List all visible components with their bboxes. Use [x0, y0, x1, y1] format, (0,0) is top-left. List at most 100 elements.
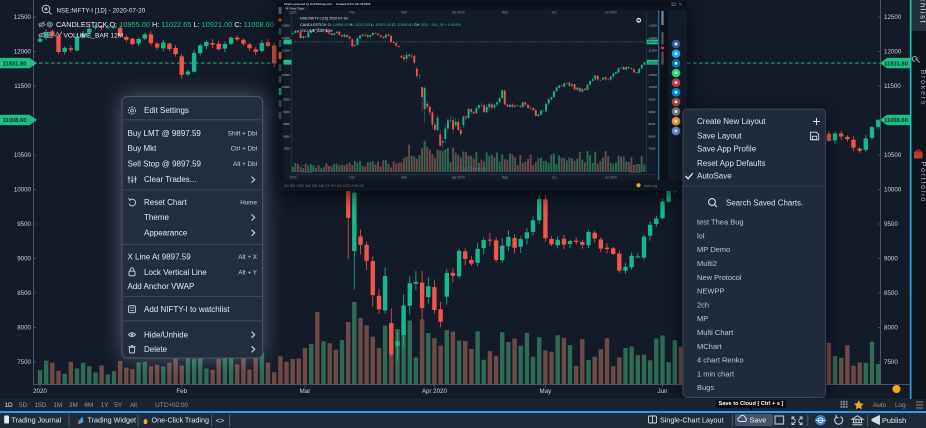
svg-text:Feb: Feb [350, 176, 356, 180]
svg-text:5Y: 5Y [114, 402, 123, 409]
svg-text:UTC+02:00: UTC+02:00 [155, 402, 188, 409]
svg-text:Buy Mkt: Buy Mkt [128, 144, 158, 153]
svg-text:11500: 11500 [649, 48, 658, 52]
svg-text:MChart: MChart [697, 342, 723, 351]
svg-text:Reset App Defaults: Reset App Defaults [697, 159, 765, 168]
svg-text:Hide/Unhide: Hide/Unhide [144, 330, 189, 339]
svg-text:Mar: Mar [401, 11, 407, 15]
svg-text:Delete: Delete [144, 345, 168, 354]
svg-text:Jul 2020: Jul 2020 [605, 11, 617, 15]
svg-text:Save: Save [750, 416, 767, 425]
svg-text:Bugs: Bugs [697, 383, 714, 392]
svg-text:Reset Chart: Reset Chart [144, 198, 187, 207]
svg-text:Shift + Dbl: Shift + Dbl [228, 130, 257, 137]
svg-text:8000: 8000 [283, 134, 290, 138]
svg-text:<>: <> [216, 416, 225, 425]
svg-text:10500: 10500 [281, 73, 290, 77]
svg-text:12000: 12000 [649, 36, 658, 40]
svg-text:Log: Log [895, 402, 906, 409]
svg-text:X Line At 9897.59: X Line At 9897.59 [128, 253, 192, 262]
svg-text:1D: 1D [5, 402, 14, 409]
svg-text:Theme: Theme [144, 213, 169, 222]
svg-text:VOLUME_BAR 16M: VOLUME_BAR 16M [300, 29, 333, 33]
svg-text:AutoSave: AutoSave [697, 172, 732, 181]
svg-text:7500: 7500 [17, 359, 31, 366]
svg-text:6M: 6M [84, 402, 93, 409]
svg-text:NSE:NIFTY-I [1D] 2020-07-20: NSE:NIFTY-I [1D] 2020-07-20 [300, 17, 348, 21]
svg-text:Edit Settings: Edit Settings [144, 106, 189, 115]
svg-text:12000: 12000 [14, 49, 32, 56]
svg-text:9500: 9500 [649, 98, 656, 102]
svg-text:12500: 12500 [884, 14, 902, 21]
svg-text:15D: 15D [35, 402, 47, 409]
svg-text:Single-Chart Layout: Single-Chart Layout [660, 416, 724, 425]
svg-text:Trading Widget: Trading Widget [88, 416, 136, 425]
svg-text:MP: MP [697, 314, 708, 323]
svg-text:Watchlist: Watchlist [919, 0, 926, 24]
svg-text:7500: 7500 [649, 147, 656, 151]
svg-text:2020: 2020 [289, 176, 296, 180]
svg-text:10000: 10000 [281, 85, 290, 89]
svg-text:10000: 10000 [649, 85, 658, 89]
svg-text:8500: 8500 [649, 122, 656, 126]
svg-text:Apr 2020: Apr 2020 [452, 176, 465, 180]
svg-text:Lock Vertical Line: Lock Vertical Line [144, 268, 207, 277]
svg-text:Publish: Publish [882, 416, 906, 425]
svg-text:Home: Home [240, 199, 257, 206]
svg-text:10000: 10000 [14, 187, 32, 194]
svg-text:9000: 9000 [17, 256, 31, 263]
svg-text:Jun: Jun [658, 388, 669, 395]
svg-text:11008.60: 11008.60 [646, 61, 659, 65]
svg-text:Mar: Mar [300, 388, 311, 395]
svg-text:Save App Profile: Save App Profile [697, 144, 757, 153]
svg-text:Brokers: Brokers [919, 70, 926, 107]
svg-text:Jun: Jun [551, 176, 556, 180]
svg-text:Price Chart: Price Chart [290, 6, 305, 10]
svg-text:Buy LMT @ 9897.59: Buy LMT @ 9897.59 [128, 129, 202, 138]
svg-text:9000: 9000 [884, 256, 898, 263]
svg-text:10500: 10500 [649, 73, 658, 77]
svg-text:Auto Log: Auto Log [644, 184, 657, 188]
svg-text:9500: 9500 [283, 98, 290, 102]
svg-text:Add NIFTY-I to watchlist: Add NIFTY-I to watchlist [144, 305, 230, 314]
svg-text:7500: 7500 [283, 147, 290, 151]
svg-text:9000: 9000 [283, 110, 290, 114]
svg-text:May: May [540, 388, 553, 395]
svg-text:Charts powered by GoCharting.c: Charts powered by GoCharting.com - Creat… [284, 2, 371, 6]
svg-text:11500: 11500 [884, 83, 901, 90]
svg-text:12500: 12500 [649, 24, 658, 28]
svg-text:7500: 7500 [884, 359, 898, 366]
svg-text:8500: 8500 [17, 290, 31, 297]
svg-text:9000: 9000 [649, 110, 656, 114]
svg-text:11008.60: 11008.60 [884, 118, 908, 124]
svg-text:Search Saved Charts.: Search Saved Charts. [726, 199, 803, 208]
svg-text:Multi2: Multi2 [697, 259, 717, 268]
svg-text:NSE:NIFTY-I [1D] - 2020-07-20: NSE:NIFTY-I [1D] - 2020-07-20 [57, 8, 146, 15]
svg-text:10500: 10500 [14, 152, 32, 159]
svg-text:2020: 2020 [33, 388, 47, 395]
svg-text:NEWPP: NEWPP [697, 287, 725, 296]
svg-text:Feb: Feb [176, 388, 187, 395]
svg-text:12000: 12000 [884, 49, 902, 56]
svg-text:CANDLESTICK O: 10955.00 H: 110: CANDLESTICK O: 10955.00 H: 11022.65 L: 1… [300, 23, 462, 27]
svg-text:Apr 2020: Apr 2020 [422, 388, 448, 395]
svg-text:MP Demo: MP Demo [697, 245, 730, 254]
svg-text:May: May [502, 176, 508, 180]
svg-text:Mar: Mar [401, 176, 407, 180]
svg-text:New Protocol: New Protocol [697, 273, 742, 282]
svg-text:test Thea Bug: test Thea Bug [697, 218, 744, 227]
svg-text:Apr 2020: Apr 2020 [452, 11, 465, 15]
svg-text:Clear Trades...: Clear Trades... [144, 175, 196, 184]
svg-text:Trading Journal: Trading Journal [12, 416, 62, 425]
svg-text:Jul 2020: Jul 2020 [605, 176, 617, 180]
svg-text:10000: 10000 [884, 187, 902, 194]
svg-text:1M: 1M [54, 402, 63, 409]
svg-text:8000: 8000 [17, 325, 31, 332]
svg-text:10500: 10500 [884, 152, 902, 159]
svg-text:11008.60: 11008.60 [3, 118, 27, 124]
svg-text:May: May [502, 11, 508, 15]
svg-text:8500: 8500 [283, 122, 290, 126]
svg-text:3M: 3M [69, 402, 78, 409]
svg-text:2020: 2020 [289, 11, 296, 15]
svg-text:Ctrl + Dbl: Ctrl + Dbl [231, 145, 257, 152]
